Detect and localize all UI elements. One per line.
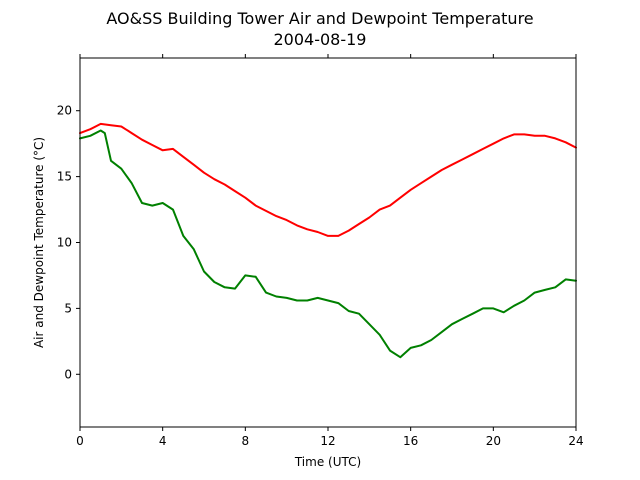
plot-frame xyxy=(79,57,577,428)
x-axis-label: Time (UTC) xyxy=(294,455,361,469)
x-tick-label-5: 20 xyxy=(486,434,501,448)
chart-title-line2: 2004-08-19 xyxy=(274,30,367,49)
x-tick-label-1: 4 xyxy=(159,434,167,448)
y-tick-label-3: 15 xyxy=(57,170,72,184)
x-tick-label-2: 8 xyxy=(242,434,250,448)
x-tick-label-3: 12 xyxy=(320,434,335,448)
y-tick-label-2: 10 xyxy=(57,236,72,250)
x-axis: 0 4 8 12 16 20 24 xyxy=(76,54,584,448)
y-tick-label-0: 0 xyxy=(64,367,72,381)
y-tick-label-1: 5 xyxy=(64,301,72,315)
series-line-1 xyxy=(79,129,577,359)
y-axis: 0 5 10 15 20 xyxy=(57,104,80,381)
y-axis-label: Air and Dewpoint Temperature (°C) xyxy=(32,137,46,348)
series-layer xyxy=(79,122,577,359)
y-tick-label-4: 20 xyxy=(57,104,72,118)
chart-title-line1: AO&SS Building Tower Air and Dewpoint Te… xyxy=(106,9,533,28)
x-tick-label-6: 24 xyxy=(568,434,583,448)
x-tick-label-0: 0 xyxy=(76,434,84,448)
x-tick-label-4: 16 xyxy=(403,434,418,448)
series-line-0 xyxy=(79,122,577,237)
